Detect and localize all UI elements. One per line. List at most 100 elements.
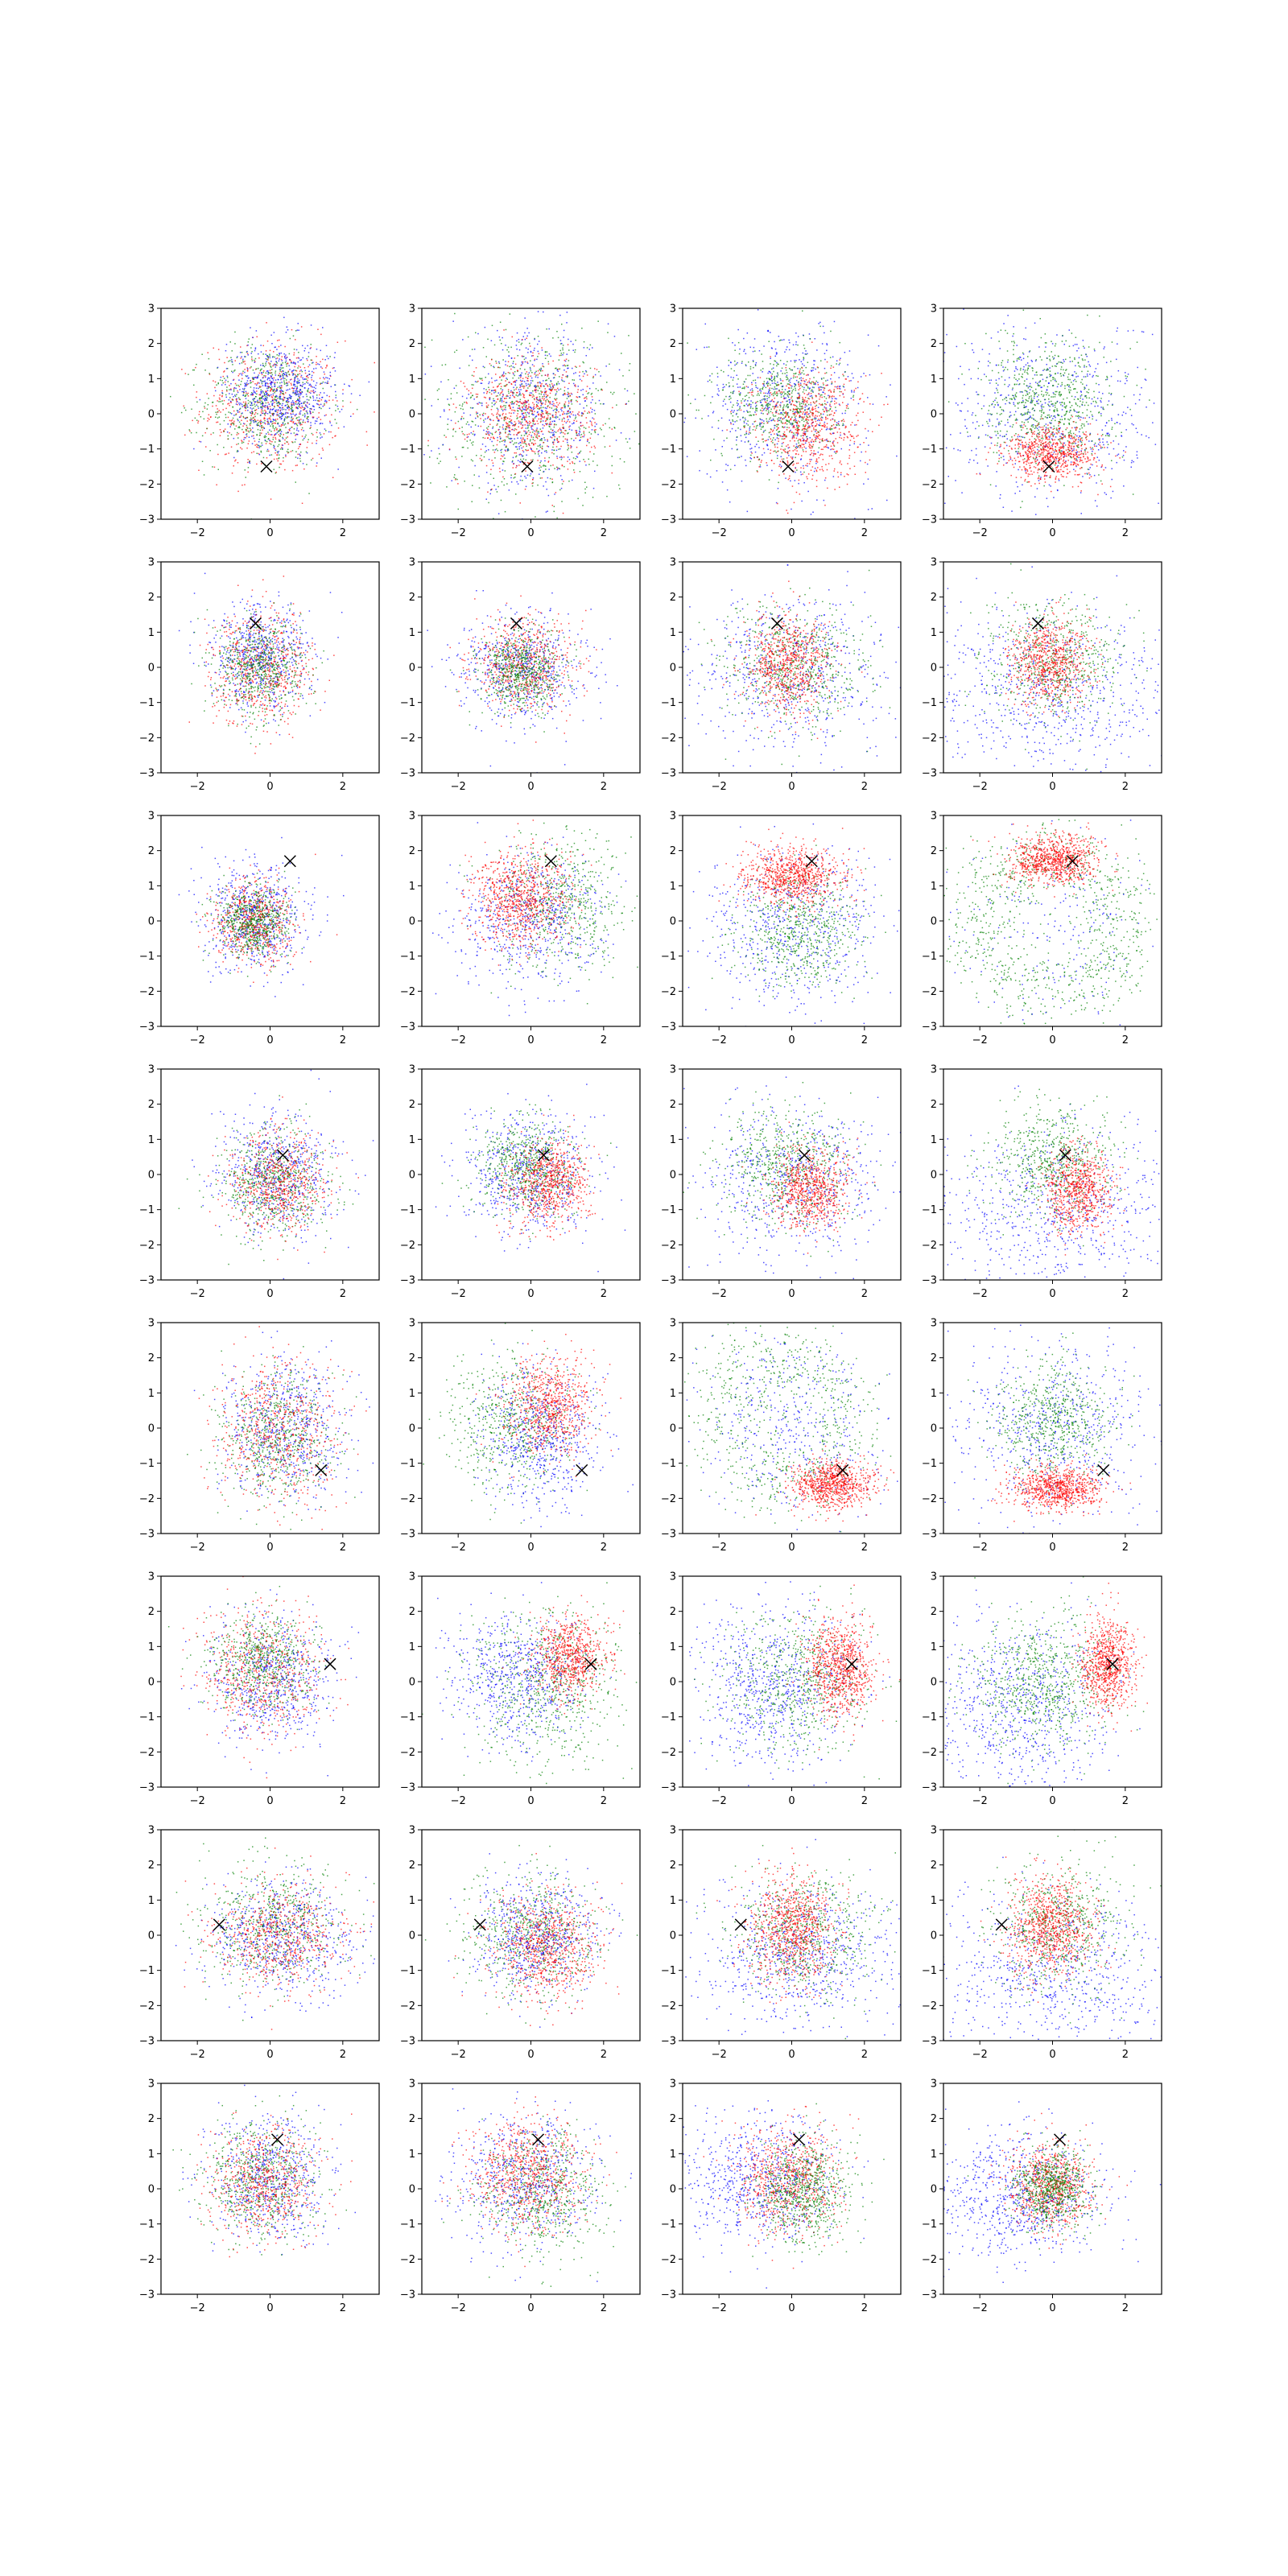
point: [510, 365, 512, 367]
point: [496, 395, 497, 397]
point: [597, 390, 599, 391]
point: [830, 449, 832, 451]
point: [271, 423, 273, 425]
point: [772, 381, 774, 382]
point: [248, 393, 250, 394]
point: [748, 361, 749, 363]
point: [279, 440, 281, 441]
point: [551, 432, 552, 434]
point: [568, 419, 569, 421]
point: [497, 407, 498, 409]
point: [327, 381, 328, 382]
point: [267, 431, 269, 433]
point: [914, 382, 915, 383]
point: [514, 452, 516, 454]
point: [534, 348, 535, 349]
point: [477, 403, 479, 405]
point: [458, 421, 460, 423]
point: [539, 373, 541, 374]
point: [750, 432, 752, 434]
point: [511, 410, 513, 411]
point: [286, 374, 287, 376]
point: [274, 407, 275, 408]
point: [552, 386, 554, 387]
point: [715, 449, 716, 451]
point: [282, 448, 283, 449]
point: [283, 377, 284, 378]
point: [760, 389, 762, 390]
point: [568, 405, 569, 407]
point: [643, 419, 645, 420]
point: [554, 427, 555, 428]
point: [458, 467, 460, 469]
point: [752, 402, 753, 403]
point: [511, 438, 513, 440]
point: [786, 375, 788, 377]
point: [576, 447, 578, 448]
point: [270, 411, 271, 412]
x-tick-label: −2: [451, 527, 466, 539]
point: [520, 375, 522, 377]
point: [476, 413, 477, 415]
point: [557, 458, 559, 460]
point: [757, 411, 758, 412]
point: [301, 375, 303, 377]
point: [522, 302, 523, 303]
point: [717, 394, 719, 395]
point: [539, 388, 541, 390]
point: [775, 349, 777, 350]
point: [313, 368, 315, 369]
point: [294, 349, 295, 350]
point: [769, 436, 770, 438]
point: [549, 389, 551, 390]
point: [835, 398, 836, 399]
point: [803, 424, 804, 426]
point: [781, 420, 782, 422]
point: [250, 418, 252, 419]
point: [762, 406, 764, 407]
point: [265, 375, 266, 377]
point: [625, 403, 627, 405]
point: [497, 411, 499, 412]
point: [867, 464, 869, 465]
point: [556, 446, 558, 448]
point: [523, 356, 525, 357]
point: [475, 381, 477, 382]
point: [230, 357, 232, 359]
point: [531, 436, 533, 438]
point: [595, 429, 597, 431]
point: [749, 427, 751, 429]
point: [551, 407, 553, 409]
point: [547, 407, 549, 408]
point: [610, 392, 612, 394]
point: [204, 369, 206, 371]
point: [537, 433, 539, 435]
point: [520, 386, 522, 387]
point: [262, 413, 263, 415]
point: [293, 385, 295, 386]
point: [502, 349, 504, 351]
point: [265, 377, 266, 378]
point: [548, 495, 550, 497]
point: [270, 387, 271, 389]
point: [555, 405, 556, 407]
point: [336, 423, 337, 424]
point: [296, 427, 298, 429]
point: [253, 390, 254, 391]
point: [220, 411, 221, 413]
point: [756, 427, 758, 429]
point: [584, 397, 586, 398]
point: [518, 460, 519, 462]
point: [495, 374, 497, 375]
point: [530, 376, 532, 378]
point: [323, 388, 324, 390]
point: [250, 407, 252, 409]
point: [598, 371, 600, 373]
point: [530, 435, 532, 436]
point: [525, 449, 526, 451]
point: [518, 427, 520, 428]
point: [782, 368, 783, 369]
point: [462, 406, 464, 407]
point: [478, 476, 480, 477]
y-tick-label: 0: [409, 409, 415, 421]
